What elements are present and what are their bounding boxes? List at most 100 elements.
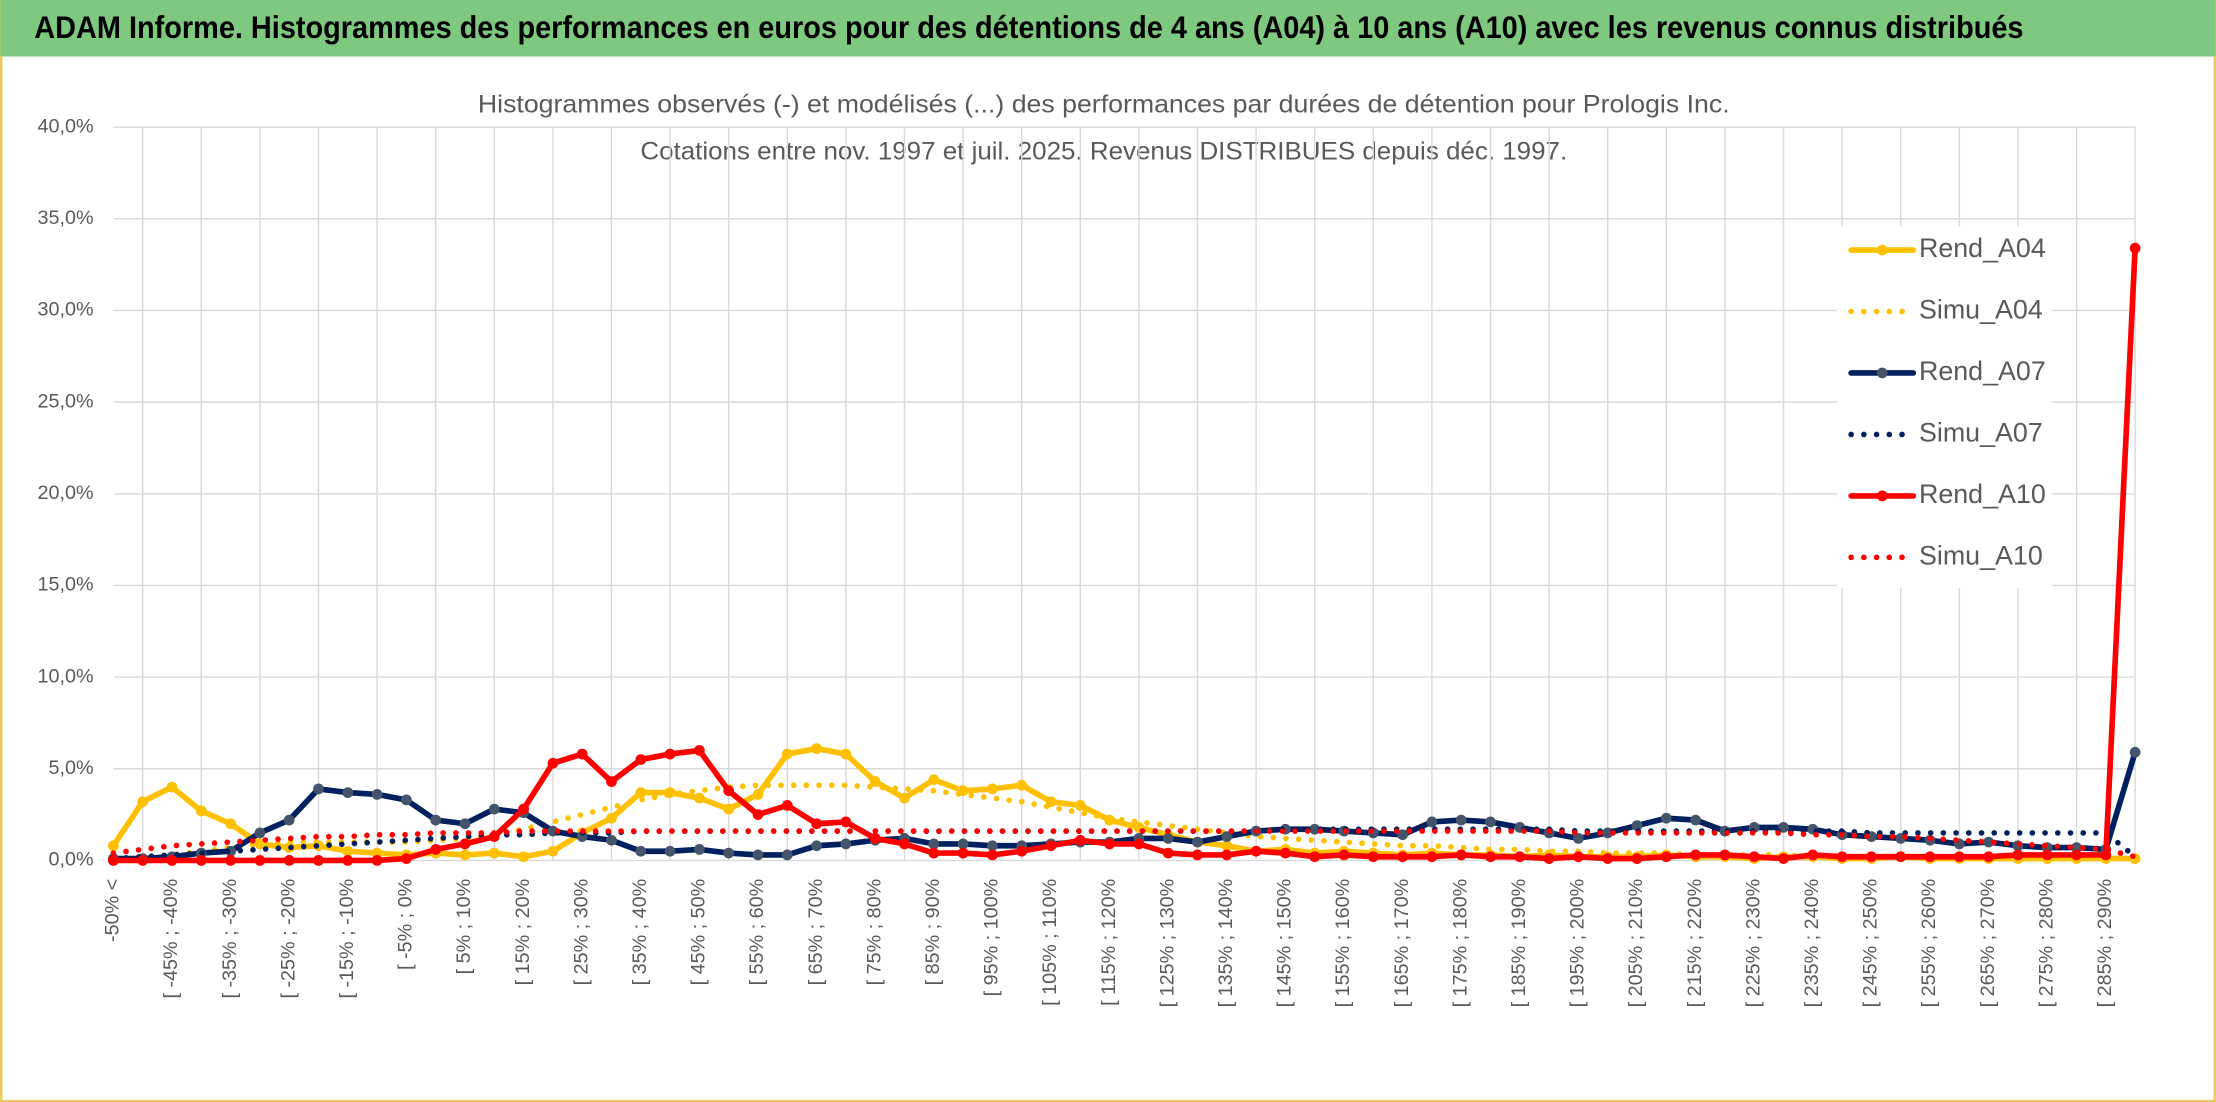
data-point	[2071, 849, 2082, 861]
x-tick-label: [ -25% ; -20%	[277, 879, 299, 999]
data-point	[2129, 242, 2141, 254]
data-point	[313, 783, 324, 795]
legend-label: Rend_A07	[1919, 356, 2046, 386]
data-point	[1807, 849, 1819, 861]
data-point	[108, 840, 119, 852]
data-point	[1631, 853, 1643, 864]
data-point	[313, 855, 324, 866]
data-point	[928, 838, 940, 850]
data-point	[254, 827, 266, 839]
data-point	[283, 814, 295, 826]
data-point	[518, 803, 529, 815]
data-point	[1660, 812, 1672, 824]
data-point	[1602, 853, 1614, 864]
data-point	[342, 845, 354, 857]
data-point	[752, 849, 764, 861]
data-point	[1983, 836, 1994, 848]
x-tick-label: [ 285% ; 290%	[2094, 879, 2116, 1008]
data-point	[1367, 851, 1379, 863]
data-point	[1895, 851, 1907, 863]
x-tick-label: [ 215% ; 220%	[1684, 879, 1706, 1008]
data-point	[1074, 800, 1086, 811]
data-point	[1309, 851, 1321, 863]
data-point	[225, 818, 236, 830]
legend-label: Rend_A10	[1919, 479, 2046, 509]
legend-box	[1837, 226, 2052, 588]
x-tick-label: [ 35% ; 40%	[629, 879, 651, 986]
y-tick-label: 0,0%	[49, 849, 94, 871]
series-line	[110, 782, 2138, 862]
data-point	[723, 785, 735, 797]
x-tick-label: [ 95% ; 100%	[981, 879, 1003, 997]
data-point	[694, 745, 705, 756]
data-point	[1690, 814, 1701, 826]
x-tick-label: [ 165% ; 170%	[1391, 879, 1413, 1008]
data-point	[1426, 816, 1438, 828]
data-point	[1104, 838, 1115, 850]
x-tick-label: [ 25% ; 30%	[570, 879, 592, 986]
data-point	[1866, 851, 1877, 863]
series-line	[110, 245, 2138, 864]
data-point	[1309, 823, 1321, 835]
data-point	[1924, 851, 1936, 863]
y-tick-label: 5,0%	[49, 757, 94, 779]
data-point	[840, 838, 852, 850]
x-tick-label: [ 125% ; 130%	[1156, 879, 1178, 1008]
x-tick-label: [ 245% ; 250%	[1860, 879, 1882, 1008]
data-point	[1221, 849, 1233, 861]
data-point	[518, 851, 529, 863]
x-tick-label: [ 45% ; 50%	[688, 879, 710, 986]
data-point	[899, 792, 910, 804]
data-point	[430, 844, 442, 855]
x-tick-label: [ 5% ; 10%	[453, 879, 475, 975]
data-point	[664, 845, 676, 857]
data-point	[488, 847, 500, 859]
data-point	[2041, 849, 2053, 861]
data-point	[342, 787, 354, 798]
data-point	[1016, 845, 1028, 857]
data-point	[1338, 849, 1350, 861]
data-point	[2012, 849, 2024, 861]
data-point	[1221, 831, 1233, 842]
data-point	[195, 805, 207, 817]
data-point	[1660, 851, 1672, 863]
data-point	[1953, 851, 1965, 863]
data-point	[1485, 816, 1496, 828]
data-point	[108, 855, 119, 866]
legend-marker	[1876, 244, 1888, 256]
legend-label: Simu_A10	[1919, 540, 2043, 570]
x-tick-label: [ 75% ; 80%	[863, 879, 885, 986]
data-point	[781, 748, 793, 760]
data-point	[840, 816, 852, 828]
data-point	[430, 814, 442, 826]
data-point	[195, 855, 207, 866]
chart-title: Histogrammes observés (-) et modélisés (…	[478, 91, 1730, 119]
data-point	[781, 849, 793, 861]
data-point	[1778, 822, 1789, 833]
data-point	[606, 776, 617, 787]
data-point	[723, 847, 735, 859]
data-point	[459, 849, 471, 861]
data-point	[137, 855, 149, 866]
data-point	[488, 803, 500, 815]
x-tick-label: [ 105% ; 110%	[1039, 879, 1061, 1006]
data-point	[987, 783, 998, 795]
data-point	[752, 809, 764, 820]
data-point	[1162, 847, 1174, 859]
data-point	[957, 847, 969, 859]
x-tick-label: [ 85% ; 90%	[922, 879, 944, 986]
data-point	[723, 803, 735, 815]
data-point	[1221, 840, 1233, 852]
data-point	[694, 792, 705, 804]
data-point	[254, 838, 266, 850]
data-point	[1719, 849, 1731, 861]
data-point	[1397, 851, 1408, 863]
data-point	[1397, 829, 1408, 841]
y-tick-label: 35,0%	[38, 207, 94, 229]
data-point	[957, 838, 969, 850]
legend-marker	[1876, 367, 1888, 379]
data-point	[811, 840, 822, 852]
data-point	[606, 834, 617, 846]
legend-label: Simu_A07	[1919, 418, 2043, 448]
data-point	[459, 818, 471, 830]
